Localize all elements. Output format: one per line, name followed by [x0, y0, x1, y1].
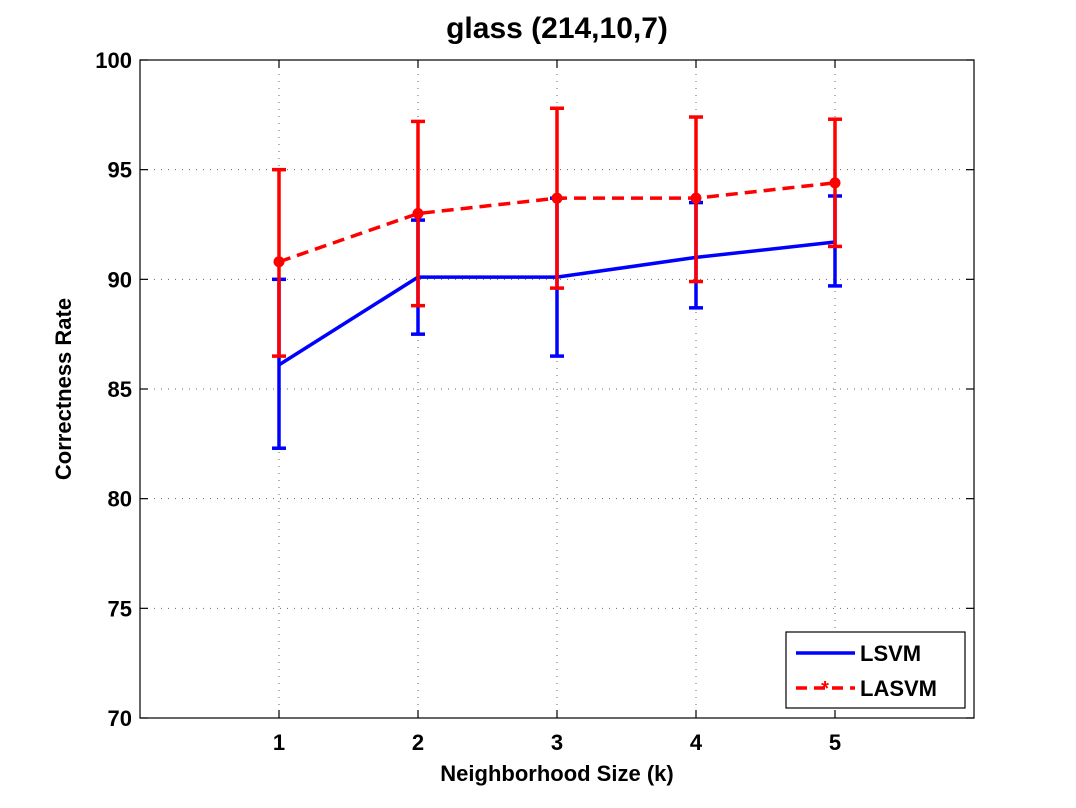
x-tick-label: 1 [273, 730, 285, 755]
legend-label-lasvm: LASVM [860, 676, 937, 701]
y-tick-label: 90 [108, 267, 132, 292]
series-layer [272, 106, 842, 450]
x-tick-label: 5 [829, 730, 841, 755]
y-tick-label: 70 [108, 706, 132, 731]
axis-ticks: 70 75 80 85 90 95 100 1 2 3 4 5 [95, 48, 974, 755]
x-tick-label: 2 [412, 730, 424, 755]
x-tick-label: 3 [551, 730, 563, 755]
data-point-lasvm [829, 177, 841, 189]
y-axis-title: Correctness Rate [51, 298, 76, 480]
chart-title: glass (214,10,7) [446, 12, 668, 45]
data-point-lasvm [412, 208, 424, 220]
legend-box [785, 631, 966, 709]
legend-marker-lasvm: * [821, 678, 829, 700]
data-point-lasvm [273, 256, 285, 268]
x-axis-title: Neighborhood Size (k) [440, 761, 673, 786]
y-tick-label: 85 [108, 377, 132, 402]
data-point-lasvm [551, 192, 563, 204]
legend-label-lsvm: LSVM [860, 641, 921, 666]
legend: LSVM * LASVM [785, 631, 966, 709]
y-tick-label: 95 [108, 158, 132, 183]
y-tick-label: 100 [95, 48, 132, 73]
y-tick-label: 80 [108, 487, 132, 512]
y-tick-label: 75 [108, 596, 132, 621]
data-point-lasvm [690, 192, 702, 204]
x-tick-label: 4 [690, 730, 703, 755]
